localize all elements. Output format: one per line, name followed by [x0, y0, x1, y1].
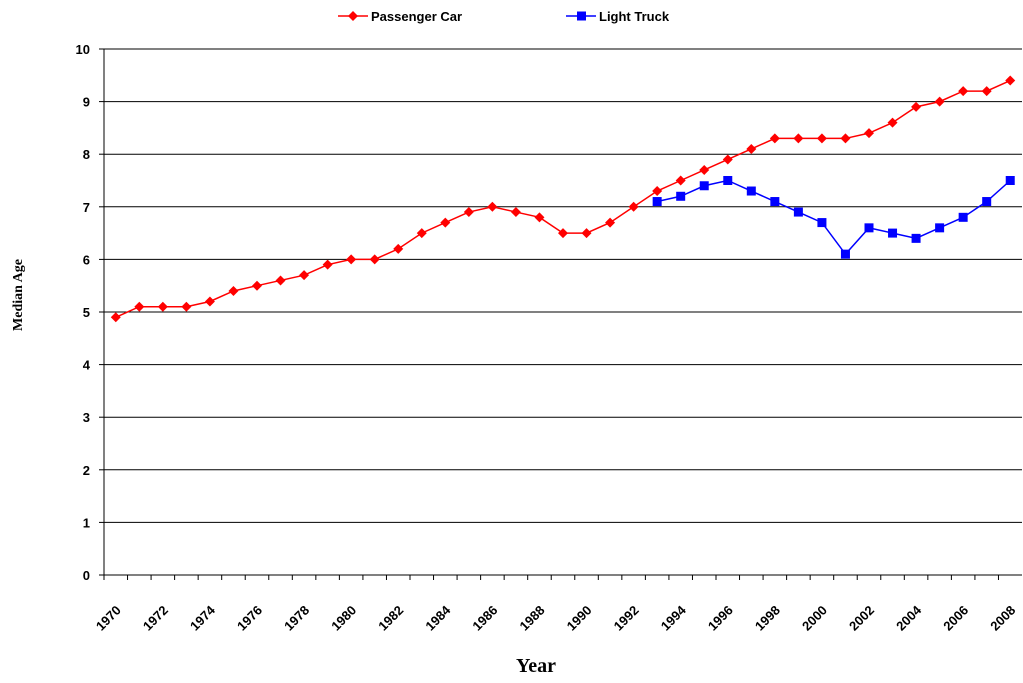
point: [793, 207, 803, 217]
x-tick-label: 1974: [187, 602, 219, 634]
point: [958, 86, 969, 97]
point: [581, 228, 592, 239]
point: [181, 301, 192, 312]
point: [793, 133, 804, 144]
y-tick-label: 3: [83, 410, 90, 425]
point: [252, 280, 262, 291]
point: [675, 175, 686, 186]
point: [816, 133, 827, 144]
point: [204, 296, 215, 307]
point: [322, 259, 333, 270]
y-tick-label: 8: [83, 147, 90, 162]
legend-marker: [348, 11, 358, 21]
x-tick-label: 1980: [328, 603, 359, 634]
x-tick-label: 1976: [234, 603, 265, 634]
point: [864, 223, 874, 233]
point: [911, 101, 922, 112]
point: [958, 212, 968, 222]
point: [888, 228, 898, 238]
y-axis-title: Median Age: [11, 259, 26, 331]
point: [817, 218, 827, 228]
point: [699, 181, 709, 191]
point: [558, 228, 568, 239]
x-tick-label: 1992: [611, 603, 642, 634]
y-tick-label: 4: [83, 358, 91, 373]
x-tick-label: 2000: [799, 603, 830, 634]
point: [982, 197, 992, 207]
x-tick-label: 1978: [281, 603, 312, 634]
point: [628, 201, 639, 212]
point: [746, 186, 756, 196]
point: [110, 312, 121, 323]
point: [440, 217, 451, 228]
point: [393, 243, 404, 254]
point: [275, 275, 286, 286]
y-tick-label: 0: [83, 568, 90, 583]
point: [228, 285, 239, 296]
point: [723, 176, 733, 185]
point: [652, 186, 663, 197]
line: [115, 79, 1011, 318]
x-axis-title: Year: [516, 655, 556, 677]
x-tick-label: 1994: [658, 602, 690, 634]
point: [299, 270, 310, 281]
legend-label: Light Truck: [599, 9, 670, 24]
y-tick-label: 1: [83, 515, 90, 530]
x-tick-label: 1996: [705, 603, 736, 634]
point: [699, 164, 710, 175]
y-tick-label: 2: [83, 463, 90, 478]
point: [840, 249, 850, 259]
point: [416, 228, 427, 239]
point: [864, 128, 874, 139]
point: [487, 201, 498, 212]
point: [605, 217, 616, 228]
point: [769, 133, 780, 144]
x-tick-label: 1986: [469, 603, 500, 634]
point: [770, 197, 780, 207]
point: [981, 86, 992, 97]
point: [722, 154, 733, 165]
x-tick-label: 1970: [93, 603, 124, 634]
y-tick-label: 5: [83, 305, 90, 320]
x-tick-label: 2002: [846, 603, 877, 634]
x-tick-label: 1984: [422, 602, 454, 634]
point: [1005, 75, 1016, 86]
x-tick-label: 1990: [564, 603, 595, 634]
point: [134, 301, 145, 312]
point: [346, 254, 357, 265]
y-tick-label: 7: [83, 200, 90, 215]
y-tick-label: 10: [76, 42, 90, 57]
y-tick-label: 6: [83, 252, 90, 267]
point: [746, 143, 757, 154]
point: [652, 197, 662, 207]
x-tick-label: 2004: [893, 602, 925, 634]
x-tick-label: 1988: [517, 603, 548, 634]
x-tick-label: 1998: [752, 603, 783, 634]
point: [840, 133, 851, 144]
y-tick-label: 9: [83, 95, 90, 110]
x-tick-label: 1972: [140, 603, 171, 634]
legend-label: Passenger Car: [371, 9, 462, 24]
legend-marker: [577, 11, 586, 21]
point: [911, 233, 921, 243]
x-tick-label: 2008: [987, 603, 1018, 634]
point: [463, 207, 474, 218]
line: [656, 179, 1011, 256]
point: [934, 96, 945, 107]
x-tick-label: 1982: [375, 603, 406, 634]
point: [676, 191, 686, 201]
point: [157, 301, 168, 312]
point: [1005, 176, 1015, 185]
point: [935, 223, 945, 233]
point: [510, 207, 521, 218]
point: [369, 254, 380, 265]
point: [887, 117, 898, 128]
point: [534, 212, 545, 223]
x-tick-label: 2006: [940, 603, 971, 634]
